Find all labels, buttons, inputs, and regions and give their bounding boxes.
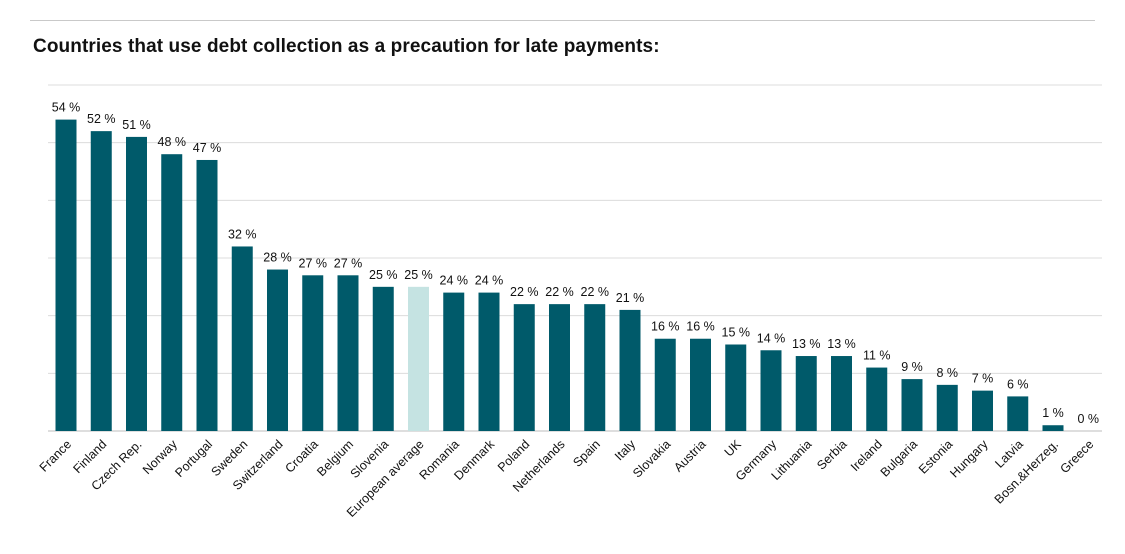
bar-croatia: [302, 275, 324, 431]
gridlines: [48, 84, 1102, 432]
value-label: 22 %: [545, 285, 574, 299]
value-label: 21 %: [616, 291, 645, 305]
value-label: 9 %: [901, 360, 923, 374]
bar-slovakia: [654, 338, 676, 431]
value-label: 24 %: [440, 274, 469, 288]
bar-france: [55, 119, 77, 431]
value-label: 11 %: [863, 349, 891, 363]
bar-latvia: [1007, 396, 1029, 431]
value-label: 7 %: [972, 372, 994, 386]
bar-uk: [725, 344, 747, 431]
bar-slovenia: [372, 286, 394, 431]
bar-austria: [690, 338, 711, 431]
bar-romania: [443, 292, 465, 431]
value-labels: 54 % 52 % 51 % 48 % 47 % 32 % 28 % 27 % 27 % 25 %…: [52, 101, 1099, 426]
bar-hungary: [972, 390, 993, 431]
bar-czech-rep: [126, 136, 147, 431]
category-label: Latvia: [992, 437, 1026, 471]
category-label: UK: [722, 437, 745, 460]
bar-lithuania: [795, 356, 817, 431]
category-label: Italy: [612, 437, 639, 464]
category-label: Portugal: [172, 437, 215, 480]
bar-italy: [619, 309, 641, 431]
value-label: 1 %: [1042, 406, 1064, 420]
top-divider: [30, 20, 1095, 21]
bar-switzerland: [267, 269, 288, 431]
bar-serbia: [831, 356, 852, 431]
bar-belgium: [337, 275, 359, 431]
value-label: 22 %: [581, 285, 610, 299]
value-label: 54 %: [52, 101, 81, 115]
value-label: 22 %: [510, 285, 539, 299]
value-label: 48 %: [158, 135, 187, 149]
bar-bosn-herzeg: [1042, 425, 1064, 431]
bar-european-average: [408, 286, 429, 431]
bar-spain: [584, 304, 606, 431]
bar-germany: [760, 350, 782, 431]
value-label: 16 %: [686, 320, 715, 334]
category-label: France: [37, 437, 74, 474]
category-label: Bosn.&Herzeg.: [992, 437, 1061, 506]
value-label: 25 %: [369, 268, 398, 282]
category-label: Bulgaria: [878, 437, 920, 479]
category-label: Austria: [671, 437, 708, 474]
value-label: 13 %: [827, 337, 856, 351]
category-label: Hungary: [947, 437, 991, 481]
category-label: Greece: [1057, 437, 1096, 476]
bar-denmark: [478, 292, 500, 431]
value-label: 14 %: [757, 331, 786, 345]
bar-netherlands: [549, 304, 570, 431]
value-label: 27 %: [299, 256, 328, 270]
value-label: 25 %: [404, 268, 433, 282]
category-label: Spain: [570, 437, 603, 470]
category-label: Serbia: [814, 437, 849, 472]
value-label: 28 %: [263, 251, 292, 265]
value-label: 51 %: [122, 118, 151, 132]
value-label: 47 %: [193, 141, 222, 155]
value-label: 32 %: [228, 227, 257, 241]
category-label: Slovakia: [630, 437, 673, 480]
bar-poland: [513, 304, 535, 431]
chart-title: Countries that use debt collection as a …: [33, 36, 660, 57]
value-label: 13 %: [792, 337, 821, 351]
value-label: 6 %: [1007, 377, 1029, 391]
value-label: 15 %: [722, 326, 751, 340]
value-label: 24 %: [475, 274, 504, 288]
bar-ireland: [866, 367, 888, 431]
value-label: 8 %: [936, 366, 958, 380]
bar-norway: [161, 154, 183, 431]
bar-sweden: [231, 246, 253, 431]
value-label: 27 %: [334, 256, 363, 270]
value-label: 52 %: [87, 112, 116, 126]
bar-portugal: [196, 159, 218, 431]
value-label: 16 %: [651, 320, 680, 334]
value-label: 0 %: [1077, 412, 1099, 426]
bar-finland: [90, 131, 112, 431]
bar-estonia: [936, 384, 958, 431]
bar-bulgaria: [901, 379, 923, 431]
bars: [55, 119, 1064, 431]
